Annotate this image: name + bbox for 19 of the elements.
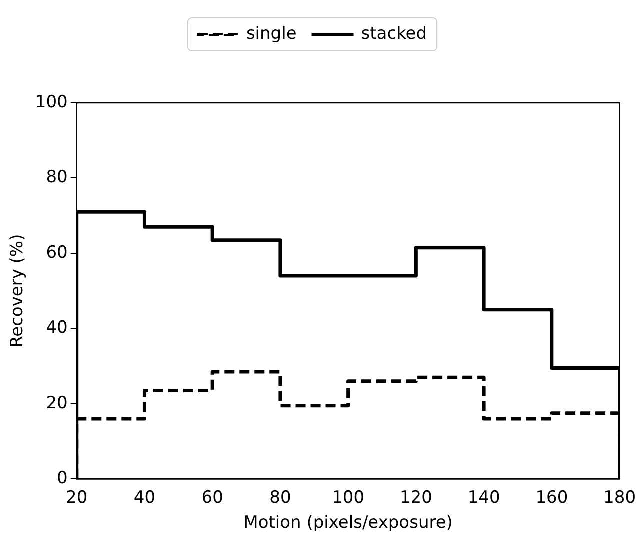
x-tick-label: 160 — [536, 488, 568, 508]
y-axis-title: Recovery (%) — [8, 234, 28, 348]
legend-label: stacked — [361, 24, 428, 44]
y-tick-label: 100 — [35, 92, 68, 112]
y-tick-label: 40 — [46, 318, 68, 338]
x-tick-label: 180 — [604, 488, 636, 508]
x-tick-label: 20 — [66, 488, 88, 508]
y-tick-label: 80 — [46, 168, 68, 188]
x-tick-label: 80 — [270, 488, 292, 508]
x-tick-label: 140 — [468, 488, 500, 508]
x-axis-title: Motion (pixels/exposure) — [244, 513, 453, 534]
x-tick-label: 100 — [332, 488, 365, 508]
legend-label: single — [246, 24, 297, 44]
y-tick-label: 0 — [57, 468, 68, 489]
x-tick-label: 120 — [400, 488, 432, 508]
x-tick-label: 60 — [202, 488, 224, 508]
x-tick-label: 40 — [134, 488, 156, 508]
y-tick-label: 20 — [46, 393, 68, 414]
y-tick-label: 60 — [46, 242, 68, 263]
